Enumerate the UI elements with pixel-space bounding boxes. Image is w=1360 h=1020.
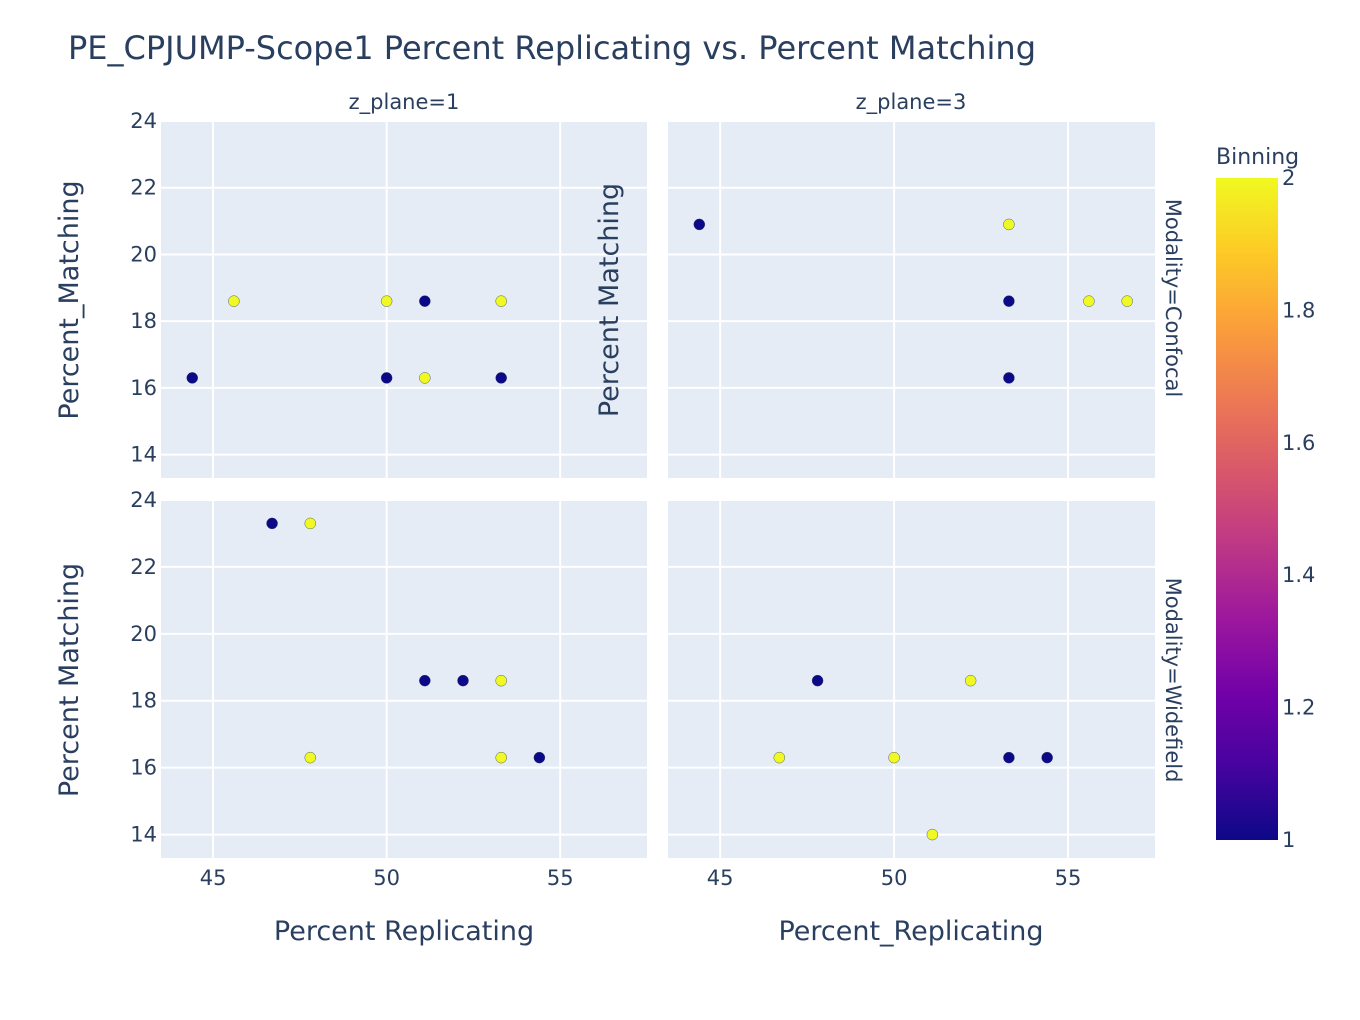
y-tick-label: 16 <box>130 376 157 400</box>
y-tick-label: 20 <box>130 622 157 646</box>
data-point <box>888 751 900 764</box>
data-point <box>533 751 546 764</box>
y-tick-label: 18 <box>130 689 157 713</box>
data-point <box>419 295 431 307</box>
panels-layer: 14 16 18 20 22 24 14 16 18 20 22 24 45 50 55 45 50 55 <box>130 109 1155 890</box>
panel-widefield-z3: 45 50 55 <box>668 499 1155 890</box>
data-point <box>1003 372 1015 384</box>
y-tick-label: 22 <box>130 176 157 200</box>
colorbar-tick-label: 1.4 <box>1282 563 1315 587</box>
panel-widefield-z1: 14 16 18 20 22 24 45 50 55 <box>130 488 647 890</box>
colorbar <box>1216 178 1278 840</box>
y-tick-label: 22 <box>130 555 157 579</box>
colorbar-tick-label: 1.6 <box>1282 431 1315 455</box>
data-point <box>495 295 507 307</box>
y-tick-label: 24 <box>130 109 157 133</box>
facet-label-z-plane-1: z_plane=1 <box>349 90 460 115</box>
data-point <box>1003 751 1015 764</box>
x-tick-label: 55 <box>1055 866 1082 890</box>
data-point <box>773 751 786 764</box>
data-point <box>266 517 278 530</box>
data-point <box>228 295 240 307</box>
panel-background <box>161 500 647 858</box>
colorbar-tick-label: 2 <box>1282 166 1295 190</box>
y-tick-label: 16 <box>130 756 157 780</box>
data-point <box>1003 218 1015 231</box>
data-point <box>304 517 316 530</box>
data-point <box>304 751 316 764</box>
data-point <box>380 372 393 384</box>
panel-background <box>668 121 1155 478</box>
x-tick-label: 45 <box>707 866 734 890</box>
panel-confocal-z1: 14 16 18 20 22 24 <box>130 109 647 478</box>
panel-background <box>668 500 1155 858</box>
data-point <box>926 828 939 841</box>
data-point <box>964 674 977 687</box>
facet-label-confocal: Modality=Confocal <box>1161 199 1185 397</box>
data-point <box>495 674 507 687</box>
data-point <box>419 674 431 687</box>
chart-title: PE_CPJUMP-Scope1 Percent Replicating vs.… <box>68 29 1036 67</box>
x-axis-title-left: Percent Replicating <box>274 916 534 947</box>
facet-label-z-plane-3: z_plane=3 <box>856 90 967 115</box>
colorbar-tick-label: 1 <box>1282 828 1295 852</box>
panel-confocal-z3 <box>668 120 1155 478</box>
colorbar-title: Binning <box>1216 145 1299 170</box>
colorbar-tick-label: 1.8 <box>1282 298 1315 322</box>
y-tick-label: 18 <box>130 309 157 333</box>
y-axis-title-top-right: Percent Matching <box>594 183 625 417</box>
colorbar-ticks: 1 1.2 1.4 1.6 1.8 2 <box>1282 166 1315 852</box>
data-point <box>495 372 507 384</box>
data-point <box>1003 295 1015 307</box>
x-tick-label: 55 <box>547 866 574 890</box>
data-point <box>1083 295 1095 307</box>
x-tick-label: 50 <box>881 866 908 890</box>
facet-label-widefield: Modality=Widefield <box>1161 578 1185 783</box>
data-point <box>186 372 198 384</box>
panel-background <box>161 121 647 478</box>
y-tick-label: 24 <box>130 488 157 512</box>
y-axis-title-bottom-left: Percent Matching <box>54 563 85 797</box>
x-tick-label: 45 <box>200 866 227 890</box>
data-point <box>811 674 824 687</box>
data-point <box>457 674 469 687</box>
y-tick-label: 14 <box>130 823 157 847</box>
data-point <box>693 218 706 231</box>
y-tick-label: 20 <box>130 242 157 266</box>
data-point <box>380 295 393 307</box>
x-tick-label: 50 <box>373 866 400 890</box>
data-point <box>1041 751 1053 764</box>
data-point <box>495 751 507 764</box>
data-point <box>419 372 431 384</box>
y-axis-title-top-left: Percent_Matching <box>54 180 85 419</box>
data-point <box>1121 295 1133 307</box>
x-axis-title-right: Percent_Replicating <box>778 916 1043 947</box>
y-tick-label: 14 <box>130 443 157 467</box>
colorbar-tick-label: 1.2 <box>1282 696 1315 720</box>
